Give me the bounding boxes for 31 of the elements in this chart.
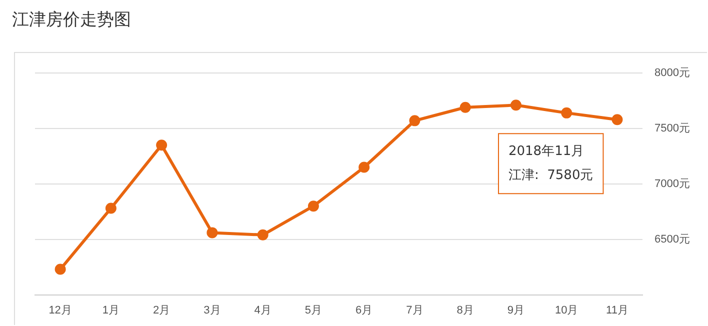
annotation: 江津: 7580元 — [508, 168, 594, 183]
x-tick-label: 9月 — [507, 304, 525, 316]
point — [612, 114, 623, 126]
y-tick-label: 7000元 — [654, 178, 690, 190]
x-tick-label: 6月 — [356, 304, 373, 316]
x-tick-label: 12月 — [48, 304, 72, 316]
x-tick-label: 7月 — [406, 304, 424, 316]
point — [460, 102, 471, 113]
point — [156, 140, 168, 151]
annotation: 2018年11月 — [508, 144, 584, 159]
x-tick-label: 10月 — [554, 304, 578, 316]
chart-title: 江津房价走势图 — [12, 9, 131, 31]
point — [257, 229, 268, 240]
y-tick-label: 6500元 — [654, 233, 690, 246]
point — [409, 115, 420, 126]
x-tick-label: 1月 — [102, 304, 120, 316]
x-tick-label: 11月 — [606, 304, 628, 316]
point — [358, 162, 370, 173]
x-tick-label: 3月 — [204, 304, 221, 316]
point — [308, 200, 319, 212]
x-tick-label: 2月 — [153, 304, 170, 316]
x-tick-label: 4月 — [254, 304, 272, 316]
point — [561, 107, 572, 118]
x-tick-label: 5月 — [304, 304, 322, 316]
y-tick-label: 8000元 — [654, 67, 690, 80]
x-tick-label: 8月 — [456, 304, 474, 316]
point — [510, 100, 522, 111]
point — [105, 202, 116, 214]
y-tick-label: 7500元 — [654, 122, 690, 134]
point — [54, 264, 66, 275]
point — [206, 227, 218, 238]
